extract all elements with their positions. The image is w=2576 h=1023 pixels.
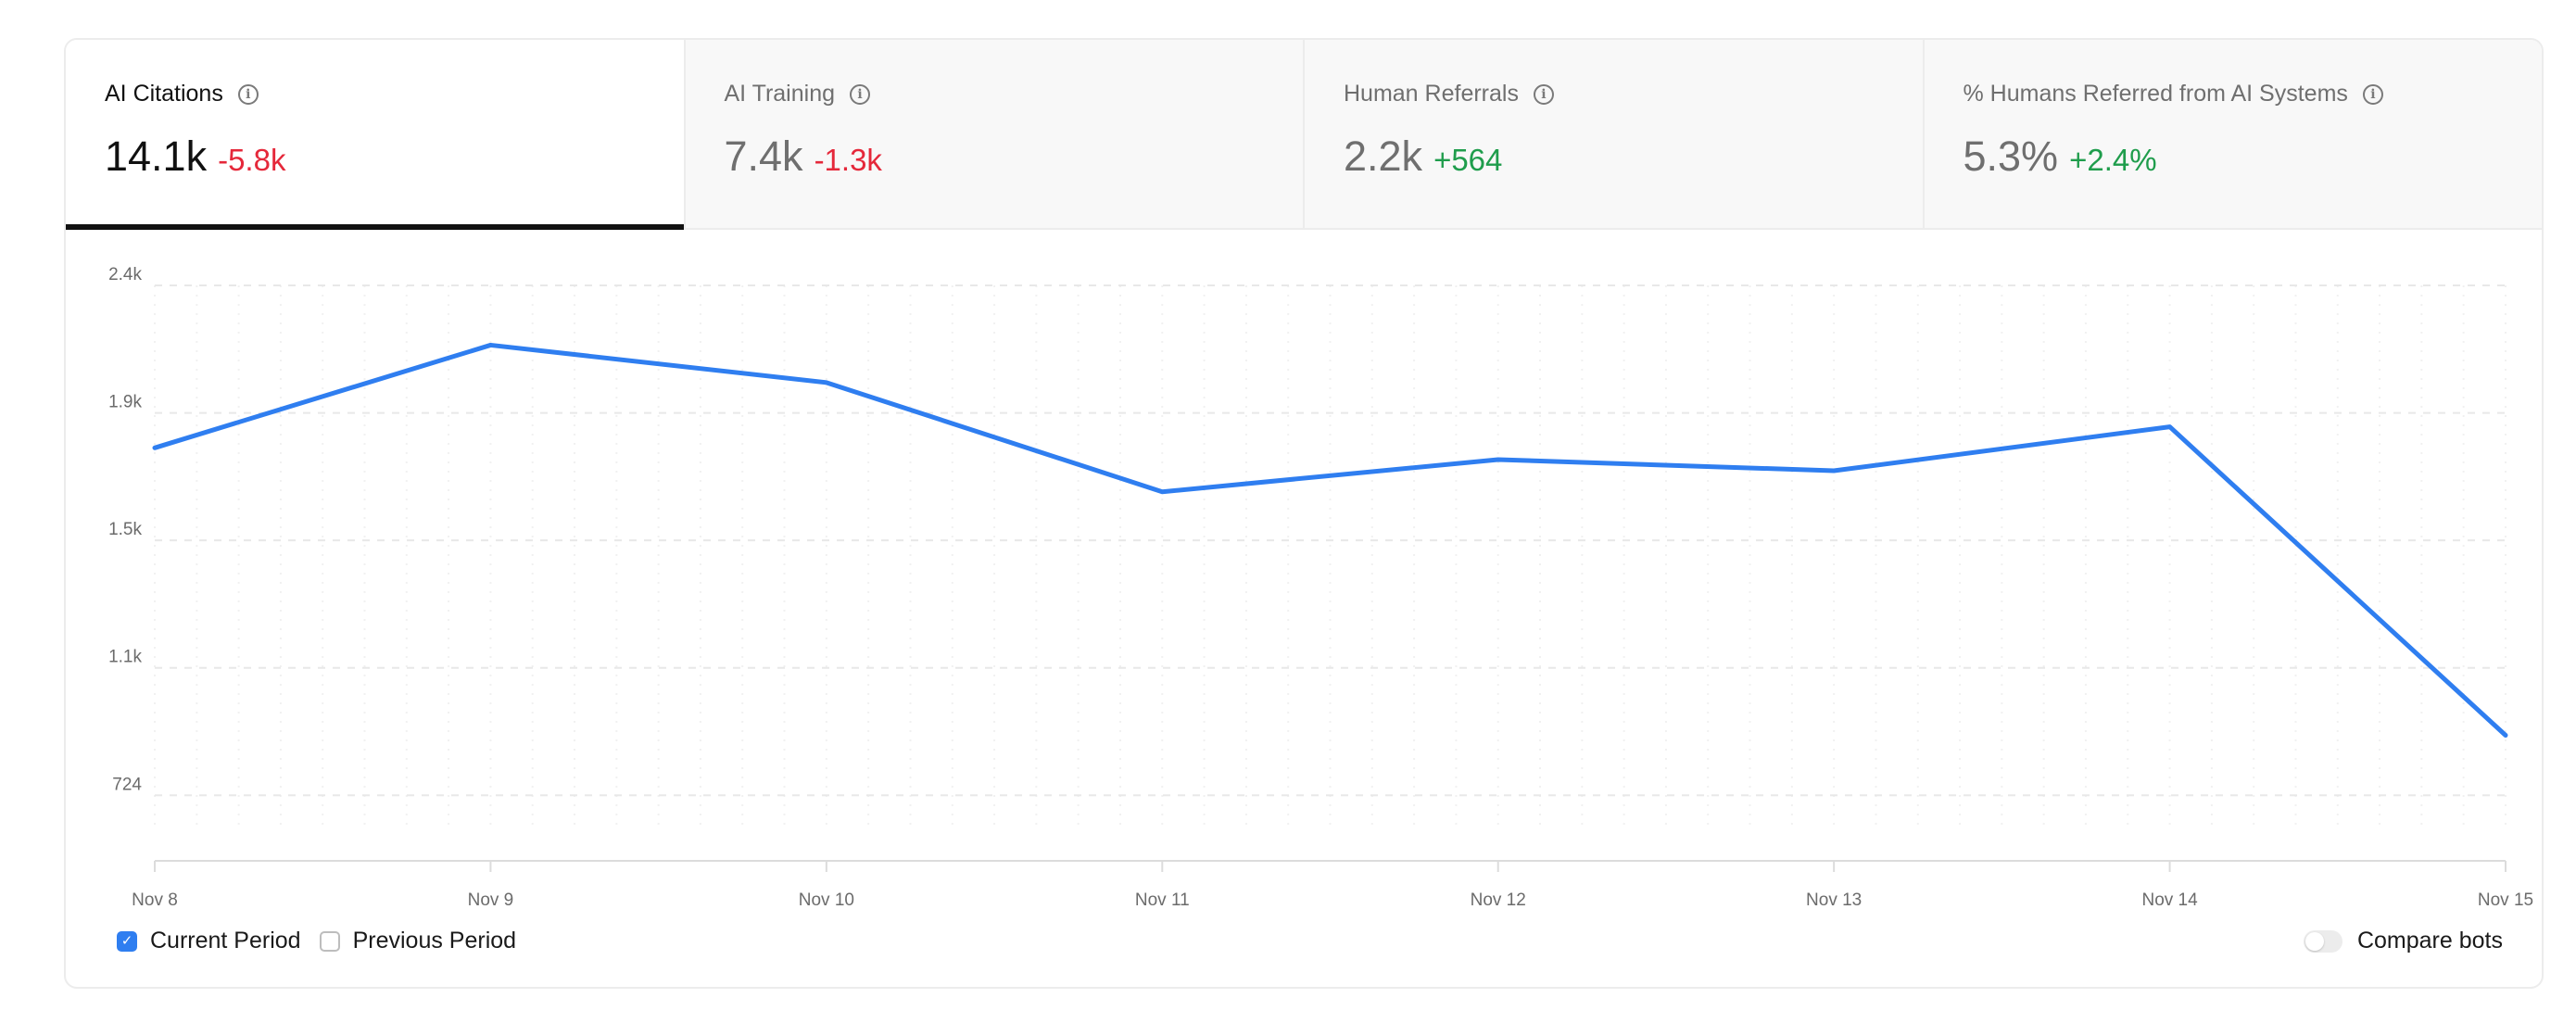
tab-human-referrals[interactable]: Human Referrals i 2.2k +564 xyxy=(1303,40,1923,228)
legend-current-period[interactable]: ✓ Current Period xyxy=(117,928,301,954)
grid-layer xyxy=(154,284,2507,827)
legend-label: Previous Period xyxy=(352,928,517,954)
info-icon[interactable]: i xyxy=(850,83,871,105)
info-icon[interactable]: i xyxy=(237,83,259,105)
line-chart: 724 1.1k 1.5k 1.9k 2.4k Nov 8 Nov 9 Nov 10 Nov 1… xyxy=(108,265,2533,910)
info-icon[interactable]: i xyxy=(2362,83,2383,105)
x-tick-label: Nov 13 xyxy=(1806,890,1862,910)
tab-value: 14.1k xyxy=(105,133,208,180)
tab-label: AI Training xyxy=(724,81,836,107)
series-line xyxy=(152,342,2508,738)
tab-ai-training[interactable]: AI Training i 7.4k -1.3k xyxy=(683,40,1303,228)
tab-delta: +564 xyxy=(1433,143,1503,177)
info-icon[interactable]: i xyxy=(1533,83,1554,105)
axis-layer: 724 1.1k 1.5k 1.9k 2.4k Nov 8 Nov 9 Nov 10 Nov 1… xyxy=(108,265,2533,910)
tab-value: 2.2k xyxy=(1344,133,1423,180)
x-tick-label: Nov 15 xyxy=(2478,890,2533,910)
y-tick-label: 724 xyxy=(112,775,142,794)
y-tick-label: 2.4k xyxy=(108,265,142,284)
x-tick-label: Nov 8 xyxy=(132,890,178,910)
x-tick-label: Nov 10 xyxy=(799,890,854,910)
checkbox-checked-icon[interactable]: ✓ xyxy=(117,930,137,952)
x-tick-label: Nov 9 xyxy=(468,890,514,910)
metric-tabs: AI Citations i 14.1k -5.8k AI Training i… xyxy=(66,40,2542,230)
legend-label: Current Period xyxy=(150,928,301,954)
y-tick-label: 1.9k xyxy=(108,393,142,412)
tab-label: AI Citations xyxy=(105,81,223,107)
tab-delta: -5.8k xyxy=(218,143,286,177)
tab-label: % Humans Referred from AI Systems xyxy=(1963,81,2348,107)
toggle-knob xyxy=(2305,931,2324,951)
x-tick-label: Nov 11 xyxy=(1135,890,1190,910)
x-tick-label: Nov 12 xyxy=(1471,890,1526,910)
tab-ai-citations[interactable]: AI Citations i 14.1k -5.8k xyxy=(66,40,684,230)
analytics-card: AI Citations i 14.1k -5.8k AI Training i… xyxy=(64,38,2544,989)
legend: ✓ Current Period Previous Period xyxy=(117,928,516,954)
x-tick-label: Nov 14 xyxy=(2141,890,2198,910)
compare-bots-toggle[interactable]: Compare bots xyxy=(2303,928,2503,954)
toggle-switch[interactable] xyxy=(2303,929,2342,953)
tab-value: 5.3% xyxy=(1963,133,2059,180)
tab-delta: +2.4% xyxy=(2069,143,2157,177)
series-layer xyxy=(152,342,2508,738)
tab-humans-referred-pct[interactable]: % Humans Referred from AI Systems i 5.3%… xyxy=(1922,40,2542,228)
y-tick-label: 1.5k xyxy=(108,520,142,539)
checkbox-unchecked-icon[interactable] xyxy=(319,930,340,952)
tab-label: Human Referrals xyxy=(1344,81,1519,107)
tab-value: 7.4k xyxy=(724,133,803,180)
tab-delta: -1.3k xyxy=(814,143,882,177)
legend-previous-period[interactable]: Previous Period xyxy=(319,928,517,954)
compare-bots-label: Compare bots xyxy=(2356,928,2503,954)
y-tick-label: 1.1k xyxy=(108,648,142,667)
